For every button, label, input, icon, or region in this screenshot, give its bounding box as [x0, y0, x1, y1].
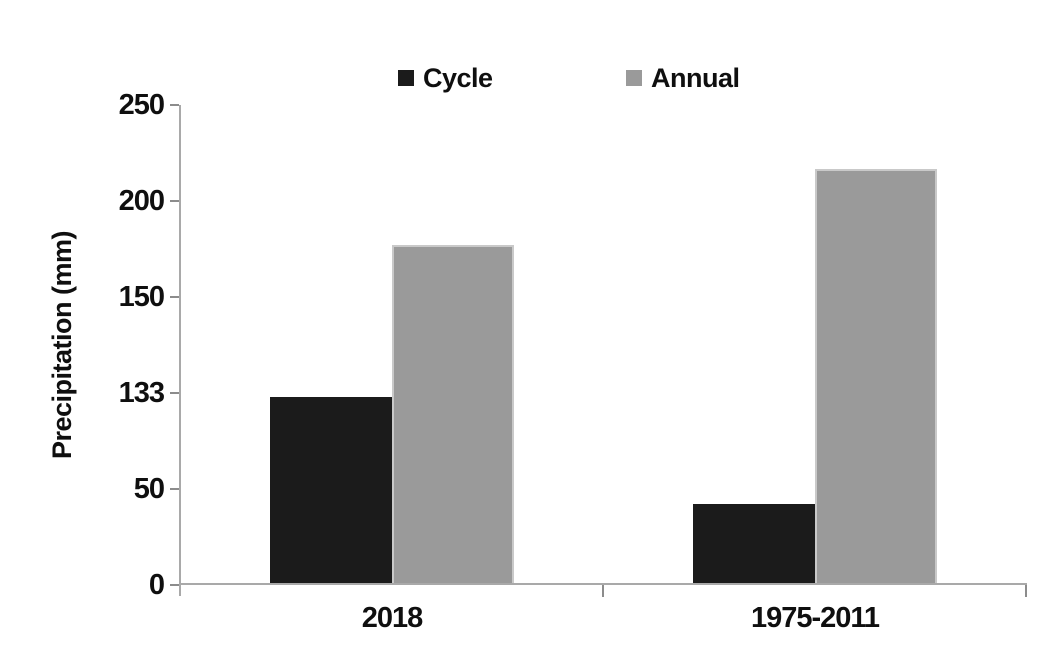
bar-cycle-2018 — [270, 397, 392, 583]
legend-label-cycle: Cycle — [423, 63, 493, 93]
annual-legend-swatch-icon — [626, 70, 642, 86]
y-tick-label: 200 — [118, 185, 165, 217]
y-tick-mark — [170, 296, 179, 298]
y-tick-label: 50 — [133, 473, 165, 505]
bar-annual-2018 — [392, 245, 514, 583]
legend-label-annual: Annual — [651, 63, 740, 93]
legend-item-cycle: Cycle — [398, 63, 493, 93]
y-tick-label: 250 — [118, 89, 165, 121]
y-tick-mark — [170, 488, 179, 490]
y-tick-label: 150 — [118, 281, 165, 313]
bar-annual-1975-2011 — [815, 169, 937, 583]
y-tick-label: 133 — [118, 377, 165, 409]
y-axis-line — [179, 105, 181, 596]
bar-cycle-1975-2011 — [693, 504, 815, 583]
y-tick-mark — [170, 104, 179, 106]
cycle-legend-swatch-icon — [398, 70, 414, 86]
plot-area: 0 50 133 150 200 250 2018 1975-2011 — [119, 90, 1027, 634]
y-axis-title: Precipitation (mm) — [47, 230, 77, 460]
x-tick-label: 1975-2011 — [750, 602, 880, 634]
x-tick-mark — [602, 585, 604, 597]
x-axis-line — [179, 583, 1027, 585]
y-tick-label: 0 — [148, 569, 165, 601]
x-tick-mark — [1025, 585, 1027, 597]
legend-item-annual: Annual — [626, 63, 740, 93]
y-tick-mark — [170, 584, 179, 586]
y-tick-mark — [170, 392, 179, 394]
x-tick-label: 2018 — [361, 602, 424, 634]
y-tick-mark — [170, 200, 179, 202]
